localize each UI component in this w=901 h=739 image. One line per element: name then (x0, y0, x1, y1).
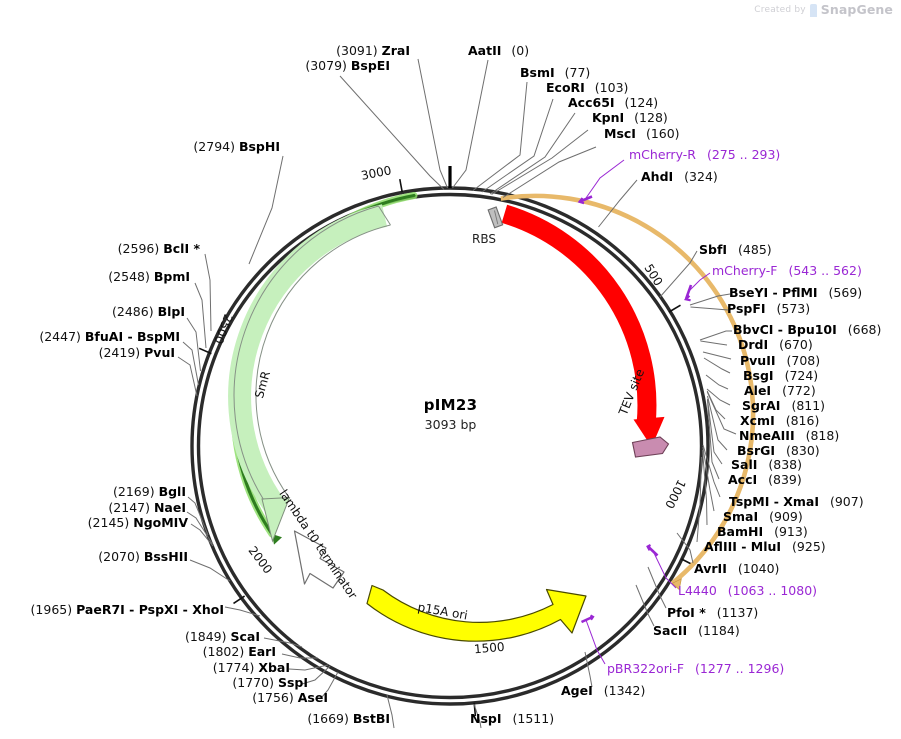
site-label-pvui: (2419) PvuI (98, 345, 175, 360)
site-label-pvuii: PvuII (708) (740, 353, 821, 368)
site-label-sgrai: SgrAI (811) (742, 398, 826, 413)
site-label-pfoi: PfoI * (1137) (667, 605, 759, 620)
site-label-alei: AleI (772) (744, 383, 816, 398)
site-label-bstbi: (1669) BstBI (307, 711, 390, 726)
site-label-acc65i: Acc65I (124) (568, 95, 659, 110)
site-label-bsmi: BsmI (77) (520, 65, 591, 80)
rbs-feature (487, 206, 504, 229)
leader-lines (177, 58, 737, 729)
watermark-created-text: Created by (754, 4, 806, 15)
site-label-nspi: NspI (1511) (470, 711, 555, 726)
plasmid-name: pIM23 (423, 396, 478, 414)
site-label-bgli: (2169) BglI (113, 484, 186, 499)
smr-feature-arrow (228, 204, 391, 543)
site-label-aatii: AatII (0) (468, 43, 530, 58)
site-label-msci: MscI (160) (604, 126, 680, 141)
tick-label-1500: 1500 (473, 639, 506, 657)
primer-label-l4440: L4440 (1063 .. 1080) (678, 583, 818, 598)
p15a-ori-feature (366, 584, 587, 642)
site-label-scai: (1849) ScaI (184, 629, 260, 644)
site-label-pspfi: PspFI (573) (727, 301, 811, 316)
site-label-blpi: (2486) BlpI (112, 304, 185, 319)
primer-label-mcherry-r: mCherry-R (275 .. 293) (629, 147, 781, 162)
site-label-ecori: EcoRI (103) (546, 80, 629, 95)
site-label-ngomiv: (2145) NgoMIV (87, 515, 188, 530)
site-label-nmeaiii: NmeAIII (818) (739, 428, 840, 443)
site-label-tspmi-xmai: TspMI - XmaI (907) (729, 494, 864, 509)
watermark-brand-text: SnapGene (820, 2, 893, 17)
tev-site-feature (631, 436, 670, 458)
site-label-sspi: (1770) SspI (232, 675, 308, 690)
plasmid-title-block: pIM23 3093 bp (0, 396, 901, 432)
site-label-bpmi: (2548) BpmI (108, 269, 190, 284)
site-label-afliii-mlui: AflIII - MluI (925) (704, 539, 826, 554)
site-label-xbai: (1774) XbaI (212, 660, 290, 675)
site-label-sbfi: SbfI (485) (699, 242, 772, 257)
site-label-xcmi: XcmI (816) (740, 413, 820, 428)
site-label-bbvci-bpu10i: BbvCI - Bpu10I (668) (733, 322, 882, 337)
site-label-bamhi: BamHI (913) (717, 524, 808, 539)
site-label-zrai: (3091) ZraI (336, 43, 410, 58)
site-label-avrii: AvrII (1040) (694, 561, 780, 576)
site-label-asei: (1756) AseI (252, 690, 328, 705)
site-label-sacii: SacII (1184) (653, 623, 740, 638)
snapgene-watermark: Created by SnapGene (754, 2, 893, 17)
site-label-eari: (1802) EarI (202, 644, 276, 659)
site-label-bsshii: (2070) BssHII (98, 549, 188, 564)
primer-label-mcherry-f: mCherry-F (543 .. 562) (712, 263, 862, 278)
site-label-sali: SalI (838) (731, 457, 802, 472)
site-label-kpni: KpnI (128) (592, 110, 668, 125)
site-label-bsgi: BsgI (724) (743, 368, 819, 383)
site-label-bsrgi: BsrGI (830) (737, 443, 820, 458)
mcherry-feature-arrow (501, 204, 665, 447)
site-label-agei: AgeI (1342) (561, 683, 646, 698)
site-label-ahdi: AhdI (324) (641, 169, 718, 184)
site-label-smai: SmaI (909) (723, 509, 803, 524)
rbs-label: RBS (472, 232, 496, 246)
site-label-bsphi: (2794) BspHI (193, 139, 280, 154)
lambda-t0-terminator-feature (293, 530, 345, 589)
site-label-acci: AccI (839) (728, 472, 802, 487)
site-label-bspei: (3079) BspEI (305, 58, 390, 73)
plasmid-length: 3093 bp (424, 417, 477, 432)
site-label-bfuai-bspmi: (2447) BfuAI - BspMI (39, 329, 180, 344)
site-label-naei: (2147) NaeI (108, 500, 186, 515)
site-label-bcli: (2596) BclI * (117, 241, 200, 256)
snapgene-logo-icon (809, 4, 817, 17)
mcherry-cassette-outline-arc (500, 193, 756, 591)
site-label-bseyi-pflmi: BseYI - PflMI (569) (729, 285, 863, 300)
primer-label-pbr322ori-f: pBR322ori-F (1277 .. 1296) (607, 661, 785, 676)
site-label-paer7i-pspxi-xhoi: (1965) PaeR7I - PspXI - XhoI (30, 602, 224, 617)
site-label-drdi: DrdI (670) (738, 337, 813, 352)
